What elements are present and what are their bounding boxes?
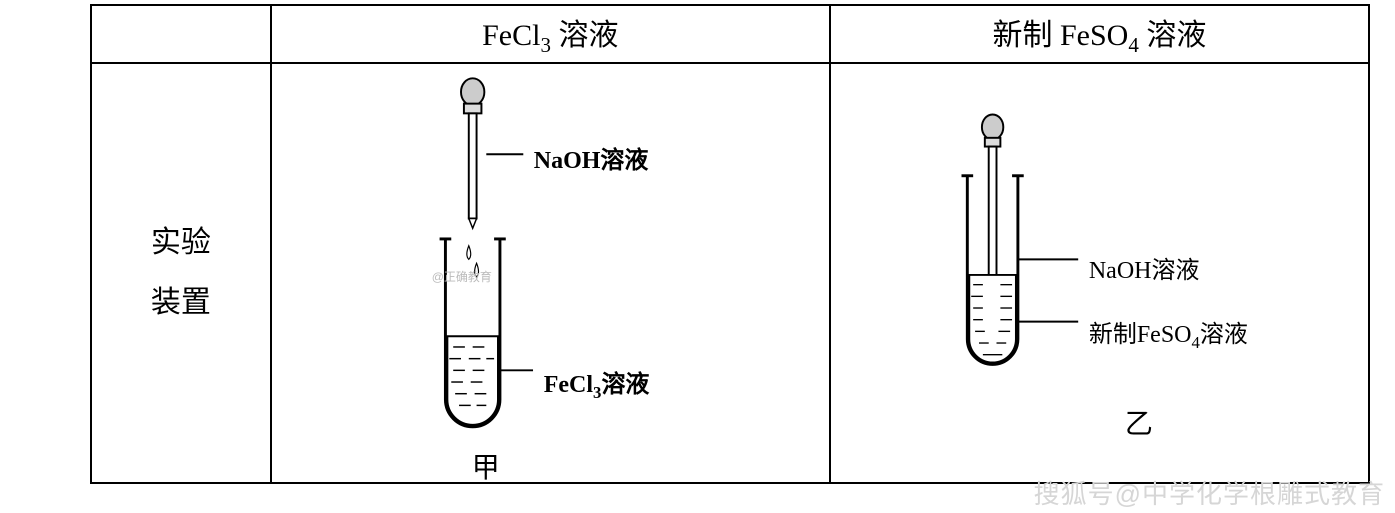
tube-liquid-icon	[447, 336, 498, 425]
header-blank	[91, 5, 271, 63]
diagram-a-wrap: NaOH溶液 FeCl3溶液 甲 @正确教育	[278, 68, 823, 478]
experiment-table: FeCl3 溶液 新制 FeSO4 溶液 实验装置	[90, 4, 1370, 484]
table-header-row: FeCl3 溶液 新制 FeSO4 溶液	[91, 5, 1369, 63]
row-header: 实验装置	[91, 63, 271, 483]
caption-a: 甲	[472, 446, 500, 486]
cell-diagram-a: NaOH溶液 FeCl3溶液 甲 @正确教育	[271, 63, 830, 483]
watermark-outer: 搜狐号@中学化学根雕式教育	[1034, 474, 1385, 511]
cell-diagram-b: NaOH溶液 新制FeSO4溶液 乙	[830, 63, 1369, 483]
label-tube-b: 新制FeSO4溶液	[1089, 314, 1248, 353]
dropper-bulb-icon	[982, 114, 1003, 139]
diagram-b-wrap: NaOH溶液 新制FeSO4溶液 乙	[837, 68, 1362, 478]
header-col2: 新制 FeSO4 溶液	[830, 5, 1369, 63]
label-dropper-b: NaOH溶液	[1089, 250, 1200, 285]
header-col2-text: 新制 FeSO4 溶液	[992, 19, 1206, 52]
drop-icon	[467, 246, 471, 260]
dropper-collar-icon	[464, 104, 482, 114]
header-col1: FeCl3 溶液	[271, 5, 830, 63]
dropper-collar-icon	[985, 138, 1001, 147]
dropper-bulb-icon	[461, 78, 484, 105]
diagram-a-svg	[278, 68, 823, 478]
watermark-inner: @正确教育	[432, 268, 492, 285]
header-col1-text: FeCl3 溶液	[482, 19, 618, 52]
tube-liquid-icon	[969, 275, 1016, 363]
dropper-tip-icon	[469, 218, 477, 228]
label-tube-a: FeCl3溶液	[544, 364, 650, 403]
dropper-stem-icon	[469, 113, 477, 218]
table-body-row: 实验装置	[91, 63, 1369, 483]
row-header-text: 实验装置	[98, 213, 264, 333]
label-dropper-a: NaOH溶液	[534, 140, 649, 175]
caption-b: 乙	[1125, 402, 1153, 442]
